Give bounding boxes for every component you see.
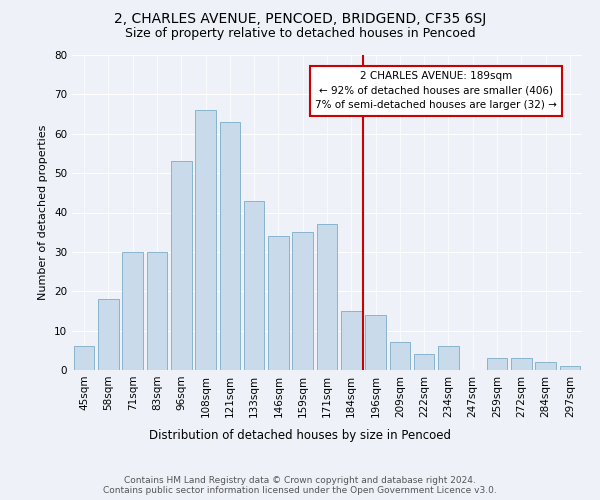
Bar — [98, 299, 119, 370]
Bar — [414, 354, 434, 370]
Text: Distribution of detached houses by size in Pencoed: Distribution of detached houses by size … — [149, 430, 451, 442]
Bar — [122, 252, 143, 370]
Bar — [146, 252, 167, 370]
Text: 2 CHARLES AVENUE: 189sqm
← 92% of detached houses are smaller (406)
7% of semi-d: 2 CHARLES AVENUE: 189sqm ← 92% of detach… — [316, 70, 557, 110]
Bar — [74, 346, 94, 370]
Bar — [195, 110, 216, 370]
Bar — [268, 236, 289, 370]
Bar — [365, 315, 386, 370]
Bar — [535, 362, 556, 370]
Bar — [317, 224, 337, 370]
Bar — [511, 358, 532, 370]
Bar — [560, 366, 580, 370]
Bar — [438, 346, 459, 370]
Bar — [389, 342, 410, 370]
Bar — [292, 232, 313, 370]
Bar — [341, 311, 362, 370]
Text: Contains HM Land Registry data © Crown copyright and database right 2024.
Contai: Contains HM Land Registry data © Crown c… — [103, 476, 497, 495]
Bar — [487, 358, 508, 370]
Text: 2, CHARLES AVENUE, PENCOED, BRIDGEND, CF35 6SJ: 2, CHARLES AVENUE, PENCOED, BRIDGEND, CF… — [114, 12, 486, 26]
Bar — [244, 200, 265, 370]
Bar — [171, 162, 191, 370]
Text: Size of property relative to detached houses in Pencoed: Size of property relative to detached ho… — [125, 28, 475, 40]
Y-axis label: Number of detached properties: Number of detached properties — [38, 125, 49, 300]
Bar — [220, 122, 240, 370]
